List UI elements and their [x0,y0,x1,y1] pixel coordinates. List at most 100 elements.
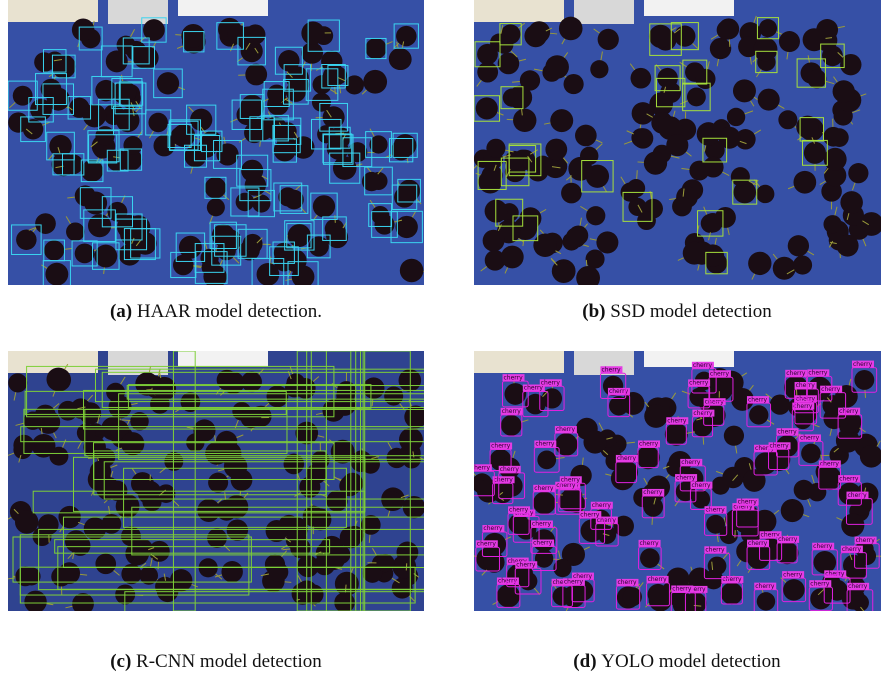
detection-box [697,210,724,237]
detection-box [20,116,46,143]
caption: (d) YOLO model detection [573,651,781,672]
cherry [840,191,863,214]
cherry [500,415,522,436]
cherry [533,491,556,515]
cherry [58,562,81,585]
cherry [823,215,842,234]
cherry [63,154,84,175]
detection-box [237,36,266,66]
cherry [810,588,832,610]
cherry [404,405,424,429]
cherry [497,52,520,75]
box-tag [794,382,817,390]
detection-box [42,49,67,73]
cherry [107,201,128,222]
cherry [384,386,404,406]
cherry [719,525,739,545]
box-tag [615,454,638,462]
cherry [390,140,412,161]
box-label: cherry [502,408,522,415]
detection-box [130,228,161,259]
detection-box [214,224,247,257]
cherry [240,407,262,429]
detection-box [183,31,205,53]
cherry [567,494,586,513]
detection-box [106,149,129,172]
cherry [362,563,383,583]
detection-box [79,187,112,219]
box-tag [551,578,574,586]
box-label: cherry [808,370,828,377]
box-label: cherry [783,571,803,578]
cherry [513,108,537,133]
detection-box [390,210,423,244]
cherry [339,475,361,497]
detection-box [98,98,130,131]
box-label: cherry [534,485,554,492]
cherry [240,94,264,119]
detection-box [38,528,424,591]
box-label: cherry [686,586,706,593]
box-label: cherry [533,540,553,547]
detection-box [91,75,121,106]
box-label: cherry [820,461,840,468]
paper [8,351,98,373]
cherry [558,16,583,41]
box-tag [671,585,694,593]
box-label: cherry [710,370,730,377]
box-label: cherry [681,459,701,466]
cherry [123,135,143,155]
detection-box [35,73,67,106]
cherry [649,92,673,116]
cherry [648,588,672,611]
cherry [374,214,395,235]
detection-box [272,124,301,154]
detection-box [88,134,118,164]
detection-box [310,118,342,150]
box-label: cherry [601,366,621,373]
cherry [66,222,85,242]
cherry [726,107,746,127]
detection-box [274,46,303,75]
detection-box [231,99,262,130]
detection-box [193,135,221,162]
detection-box [122,37,150,65]
detection-box [236,154,269,187]
cherry [121,432,145,456]
cherry [477,61,499,83]
cherry [152,377,174,399]
cherry [24,590,47,611]
cherry [714,206,736,228]
detection-box [321,63,346,89]
cherry [396,25,417,47]
cherry [848,163,869,184]
detection-box [251,258,285,285]
detection-box [342,137,373,168]
box-tag [600,366,623,374]
cherry [733,180,756,204]
box-label: cherry [556,482,576,489]
detection-box [705,251,728,275]
cherry [723,425,745,446]
cherry [283,453,305,475]
detection-box [322,216,347,241]
cherry [314,554,336,576]
box-tag [754,582,777,590]
cherry [227,24,248,45]
cherry [207,528,227,549]
cherry [148,112,168,133]
box-tag [530,520,553,528]
box-label: cherry [705,398,725,405]
box-tag [688,379,711,387]
caption: (c) R-CNN model detection [110,651,322,672]
box-tag [820,385,843,393]
cherry [301,21,325,45]
box-label: cherry [853,361,873,368]
box-tag [736,498,759,506]
detection-box [796,58,826,88]
box-label: cherry [516,561,536,568]
cherry [597,28,619,51]
cherry [347,142,368,163]
cherry [823,147,847,171]
cherry [241,371,262,393]
